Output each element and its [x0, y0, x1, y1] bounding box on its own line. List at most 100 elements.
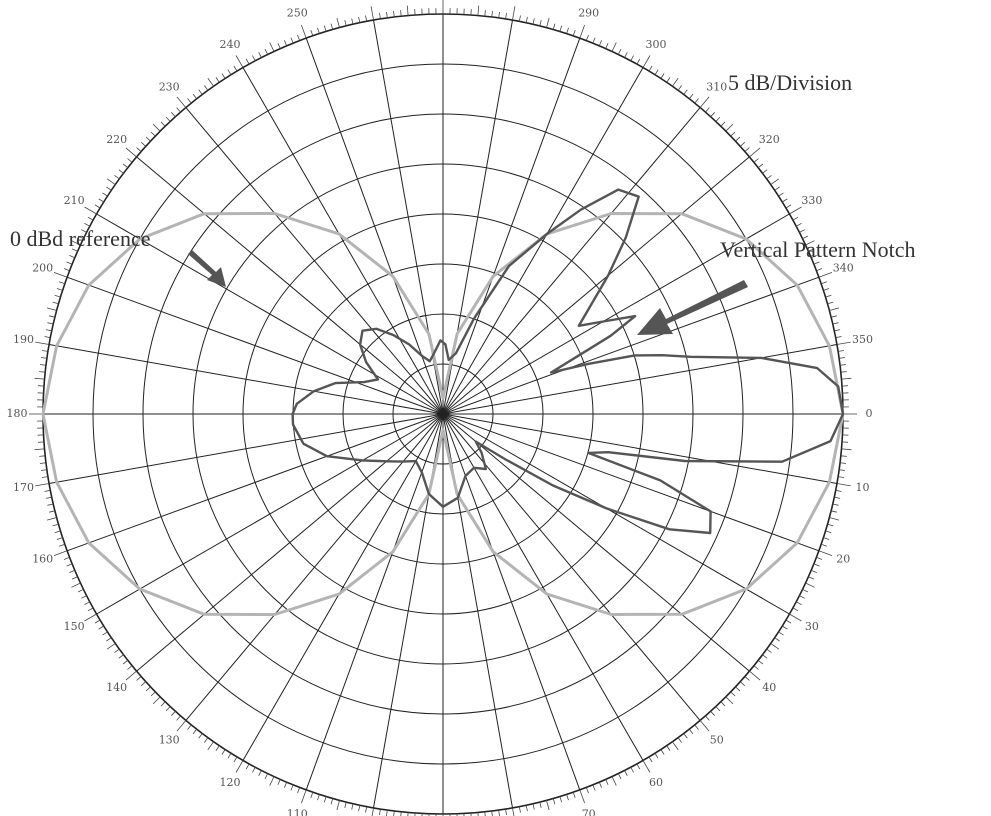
degree-tick: [683, 733, 688, 739]
degree-tick: [330, 798, 334, 805]
degree-tick: [317, 27, 320, 34]
degree-tick: [836, 341, 851, 345]
degree-tick: [839, 462, 847, 464]
degree-tick: [666, 77, 671, 83]
degree-tick: [781, 198, 788, 203]
degree-tick: [204, 737, 209, 743]
angle-label: 30: [805, 620, 819, 633]
degree-tick: [106, 178, 116, 185]
degree-tick: [624, 770, 628, 776]
degree-tick: [152, 123, 161, 132]
degree-tick: [258, 52, 262, 58]
degree-tick: [505, 809, 507, 816]
grid-spoke: [442, 37, 581, 415]
angle-label: 320: [759, 133, 780, 146]
degree-tick: [87, 216, 94, 221]
degree-tick: [677, 737, 682, 743]
degree-tick: [34, 448, 45, 451]
degree-tick: [310, 792, 314, 799]
degree-tick: [94, 204, 101, 209]
degree-tick: [66, 261, 73, 265]
degree-tick: [546, 17, 550, 28]
degree-tick: [566, 794, 569, 801]
degree-tick: [605, 779, 609, 786]
degree-tick: [757, 659, 764, 665]
degree-tick: [585, 787, 589, 794]
grid-spoke: [96, 213, 444, 415]
degree-tick: [84, 601, 90, 605]
degree-tick: [102, 631, 108, 636]
degree-tick: [532, 18, 535, 25]
grid-spoke: [442, 156, 750, 415]
degree-tick: [512, 6, 516, 21]
degree-tick: [839, 364, 847, 366]
angle-label: 260: [359, 0, 380, 1]
degree-tick: [71, 240, 81, 246]
degree-tick: [56, 288, 63, 291]
degree-tick: [114, 648, 120, 653]
degree-tick: [725, 123, 734, 132]
degree-tick: [572, 29, 576, 36]
degree-tick: [379, 809, 381, 816]
degree-tick: [710, 112, 715, 117]
degree-tick: [187, 724, 192, 730]
degree-tick-ring: [29, 0, 857, 816]
degree-tick: [176, 107, 181, 113]
degree-tick: [572, 792, 576, 799]
degree-tick: [102, 192, 108, 197]
degree-tick: [58, 543, 65, 547]
degree-tick: [735, 686, 741, 692]
degree-tick: [694, 98, 699, 104]
angle-label: 220: [106, 133, 127, 146]
degree-tick: [301, 789, 307, 804]
degree-tick: [54, 294, 61, 298]
degree-tick: [192, 728, 198, 735]
degree-tick: [136, 676, 142, 681]
degree-tick: [834, 329, 841, 332]
degree-tick: [611, 42, 617, 52]
degree-tick: [598, 782, 602, 788]
reference-annotation: 0 dBd reference: [10, 226, 150, 251]
degree-tick: [512, 807, 515, 816]
degree-tick: [789, 613, 802, 622]
degree-tick: [114, 175, 120, 180]
degree-tick: [323, 25, 327, 32]
grid-spoke: [442, 107, 701, 415]
degree-tick: [176, 715, 181, 721]
grid-spoke: [442, 413, 837, 484]
grid-spoke: [185, 107, 444, 415]
degree-tick: [654, 752, 659, 759]
degree-tick: [351, 803, 354, 810]
degree-tick: [672, 741, 679, 751]
degree-tick: [774, 637, 780, 642]
degree-tick: [699, 720, 710, 732]
degree-tick: [715, 706, 721, 712]
degree-tick: [277, 42, 281, 49]
degree-tick: [44, 489, 51, 492]
measured-pattern-line: [291, 188, 845, 535]
degree-tick: [264, 48, 269, 55]
degree-tick: [235, 760, 244, 773]
degree-tick: [277, 779, 281, 786]
degree-tick: [785, 619, 792, 624]
degree-tick: [579, 789, 585, 804]
degree-tick: [46, 517, 57, 521]
degree-tick: [290, 784, 294, 791]
degree-tick: [39, 462, 47, 464]
degree-tick: [778, 631, 784, 636]
degree-tick: [351, 18, 354, 25]
grid-spoke: [442, 413, 701, 721]
degree-tick: [592, 37, 596, 44]
degree-tick: [269, 776, 275, 786]
degree-tick: [41, 350, 48, 352]
degree-tick: [71, 248, 78, 252]
grid-spoke: [66, 413, 444, 552]
degree-tick: [725, 696, 734, 705]
angle-label: 40: [762, 681, 776, 694]
scale-annotation: 5 dB/Division: [728, 70, 852, 95]
polar-grid: [42, 13, 844, 815]
degree-tick: [710, 711, 715, 716]
degree-tick: [77, 235, 84, 240]
grid-spoke: [242, 67, 444, 415]
